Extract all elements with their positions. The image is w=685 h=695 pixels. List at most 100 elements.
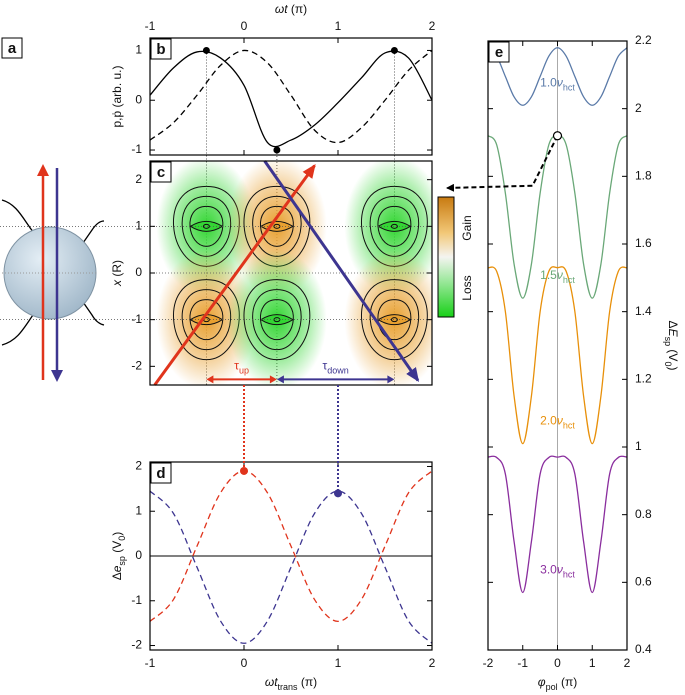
series-label: 2.0νhct: [540, 414, 575, 431]
contour: [243, 279, 311, 361]
contour: [189, 205, 224, 247]
y-axis-label-part: (V: [666, 346, 680, 361]
y-axis-label-part: Δ: [110, 572, 124, 580]
x-tick-label: 1: [335, 19, 342, 33]
x-tick-label: -1: [517, 656, 528, 670]
panel-label: d: [156, 465, 165, 482]
y-axis-label-part: E: [666, 329, 680, 338]
marker: [334, 489, 342, 498]
x-axis-label: ωt (π): [275, 2, 307, 16]
series-label: 1.0νhct: [540, 75, 575, 92]
y-axis-label-part: sp: [663, 337, 673, 347]
y-axis-label: p,ṗ (arb. u.): [110, 65, 124, 127]
x-tick-label: 0: [554, 656, 561, 670]
x-axis-label-part: (π): [288, 2, 308, 16]
interval-label-part: up: [239, 366, 249, 376]
panel-label-box: [150, 161, 172, 183]
x-tick-label: 2: [624, 656, 631, 670]
y-tick-label: 1.4: [635, 304, 652, 318]
x-tick-label: 1: [589, 656, 596, 670]
x-axis-label: φpol (π): [538, 675, 577, 692]
panel-label: c: [157, 164, 165, 181]
arrow: [263, 160, 420, 382]
line-series: [149, 49, 433, 144]
contour: [360, 279, 428, 361]
y-axis-label-part: (V: [110, 541, 124, 556]
y-tick-label: 2: [135, 459, 142, 473]
y-axis-label: x (R): [110, 260, 124, 287]
series-label-part: hct: [563, 570, 576, 580]
panel-label: b: [156, 41, 165, 58]
colorbar-label: Loss: [460, 275, 474, 300]
line-series: [487, 455, 628, 594]
series-label: 3.0νhct: [540, 563, 575, 580]
y-tick-label: 1: [135, 219, 142, 233]
contour: [377, 205, 412, 247]
series-label-part: ν: [557, 268, 563, 282]
marker: [552, 131, 563, 141]
y-tick-label: 2: [635, 101, 642, 115]
interval-label-part: down: [327, 366, 349, 376]
contour: [260, 299, 294, 341]
x-tick-label: -2: [483, 656, 494, 670]
schematic: a: [1, 37, 105, 382]
x-axis-label-part: ωt: [265, 675, 278, 689]
line-series: [149, 470, 433, 623]
contour: [377, 299, 412, 341]
contour-core: [377, 220, 412, 232]
x-tick-label: 0: [241, 19, 248, 33]
contour-core: [390, 317, 398, 323]
contour: [181, 289, 232, 351]
plot-frame: [487, 40, 628, 651]
line-series: [149, 50, 433, 148]
series-label-part: 2.0: [540, 414, 557, 428]
contour: [260, 205, 294, 247]
y-tick-label: -1: [131, 593, 142, 607]
arrow: [153, 164, 316, 386]
interval-label: τup: [234, 359, 249, 376]
plot-frame: [149, 160, 433, 386]
y-axis-label-part: 0: [663, 361, 673, 366]
contour-core: [202, 223, 210, 229]
interval-label-part: τ: [234, 359, 239, 373]
contour: [189, 299, 224, 341]
series-label-part: ν: [557, 414, 563, 428]
y-tick-label: 0.8: [635, 507, 652, 521]
panel-label-box: [150, 462, 172, 484]
series-label: 1.5νhct: [540, 268, 575, 285]
y-tick-label: 1: [135, 43, 142, 57]
line-series: [487, 47, 628, 106]
y-axis-label: ΔEsp (V0): [663, 321, 680, 371]
y-axis-label-part: 0: [117, 536, 127, 541]
x-axis-label-part: ωt: [275, 2, 288, 16]
y-axis-label-part: p,ṗ (arb. u.): [110, 65, 124, 127]
contour-map: [156, 161, 432, 385]
y-tick-label: -2: [131, 359, 142, 373]
y-tick-label: 1.6: [635, 236, 652, 250]
x-tick-label: 0: [241, 656, 248, 670]
panel-label: e: [495, 44, 503, 61]
x-axis-label-part: pol: [546, 682, 558, 692]
y-tick-label: 1: [135, 503, 142, 517]
arrow-head: [51, 370, 63, 382]
y-tick-label: -1: [131, 312, 142, 326]
series-label-part: hct: [563, 83, 576, 93]
series-label-part: 1.5: [540, 268, 557, 282]
y-tick-label: 0: [135, 92, 142, 106]
x-axis-label-part: (π): [558, 675, 578, 689]
series-label-part: 3.0: [540, 563, 557, 577]
y-tick-label: 1: [635, 439, 642, 453]
series-label-part: ν: [557, 563, 563, 577]
y-axis-label-part: e: [110, 565, 124, 572]
plot-frame: [149, 37, 433, 156]
panel-label-box: [1, 37, 23, 59]
y-tick-label: -1: [131, 142, 142, 156]
x-axis-label: ωttrans (π): [265, 675, 317, 692]
panel-label-box: [488, 41, 510, 63]
line-series: [149, 490, 433, 644]
y-tick-label: 2.2: [635, 33, 652, 47]
x-tick-label: -1: [145, 19, 156, 33]
y-tick-label: 1.2: [635, 372, 652, 386]
contour-core: [377, 314, 412, 326]
